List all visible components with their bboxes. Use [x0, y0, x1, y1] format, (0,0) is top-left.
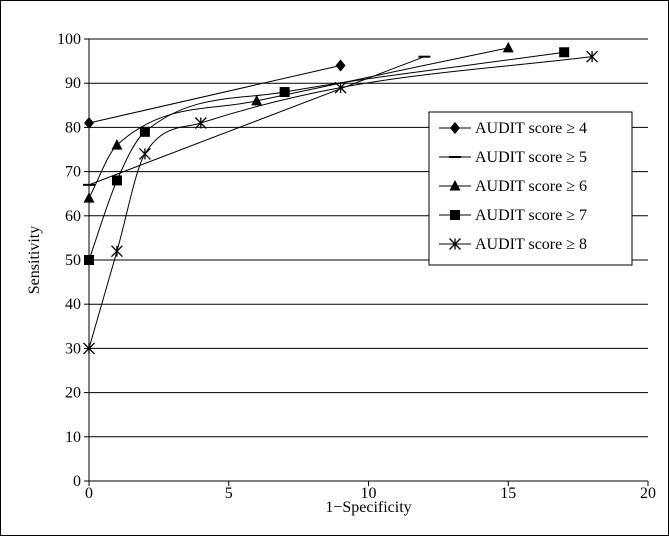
series-4 — [84, 47, 570, 265]
data-point-triangle — [251, 94, 263, 106]
y-tick-labels: 0 10 20 30 40 50 60 70 80 90 100 — [57, 31, 89, 490]
x-tick-labels: 0 5 10 15 20 — [85, 481, 656, 502]
data-point-square — [139, 126, 150, 137]
y-tick-label: 50 — [65, 252, 81, 269]
data-point-asterisk — [110, 245, 123, 258]
y-tick-label: 0 — [73, 473, 81, 490]
legend-marker-asterisk — [449, 238, 461, 250]
data-point-triangle — [83, 192, 95, 203]
data-point-square — [111, 175, 122, 186]
series-line — [88, 51, 565, 261]
legend-marker-triangle — [449, 180, 461, 191]
series-line — [88, 47, 509, 199]
legend-label: AUDIT score ≥ 5 — [475, 149, 587, 166]
data-point-diamond — [84, 116, 94, 129]
data-point-square — [559, 47, 570, 58]
data-point-asterisk — [194, 117, 207, 129]
legend-box — [428, 111, 633, 266]
series-1 — [84, 59, 346, 129]
series-5 — [83, 50, 599, 355]
data-point-asterisk — [586, 50, 599, 63]
legend-marker-square — [450, 210, 460, 220]
legend-marker-diamond — [450, 122, 460, 134]
data-point-triangle — [502, 41, 514, 53]
y-axis-label: Sensitivity — [26, 226, 43, 294]
x-tick-label: 10 — [361, 485, 377, 502]
data-point-diamond — [335, 59, 346, 72]
legend-label: AUDIT score ≥ 7 — [475, 207, 587, 224]
x-axis-label: 1−Specificity — [325, 499, 411, 516]
y-tick-label: 40 — [65, 296, 81, 313]
x-tick-label: 20 — [640, 485, 656, 502]
series-line — [88, 56, 593, 349]
y-tick-label: 20 — [65, 385, 81, 402]
series-2 — [83, 55, 431, 186]
series-3 — [83, 41, 514, 203]
y-tick-label: 80 — [65, 119, 81, 136]
data-point-square — [84, 255, 94, 265]
y-tick-label: 100 — [57, 31, 81, 48]
series-line — [88, 56, 425, 186]
series-line — [88, 65, 341, 124]
y-tick-label: 70 — [65, 164, 81, 181]
legend-label: AUDIT score ≥ 8 — [475, 236, 587, 253]
x-tick-label: 5 — [225, 485, 233, 502]
data-point-triangle — [111, 139, 123, 150]
series-group — [83, 41, 599, 355]
data-point-square — [279, 87, 290, 98]
legend: AUDIT score ≥ 4 AUDIT score ≥ 5 AUDIT scor… — [428, 111, 633, 266]
legend-label: AUDIT score ≥ 6 — [475, 178, 587, 195]
data-point-asterisk — [83, 342, 95, 355]
y-tick-label: 10 — [65, 429, 81, 446]
y-tick-label: 90 — [65, 75, 81, 92]
data-point-asterisk — [334, 81, 347, 94]
x-tick-label: 15 — [500, 485, 516, 502]
legend-label: AUDIT score ≥ 4 — [475, 120, 587, 137]
y-tick-label: 60 — [65, 208, 81, 225]
y-tick-label: 30 — [65, 340, 81, 357]
x-tick-label: 0 — [85, 485, 93, 502]
data-point-asterisk — [138, 147, 151, 160]
